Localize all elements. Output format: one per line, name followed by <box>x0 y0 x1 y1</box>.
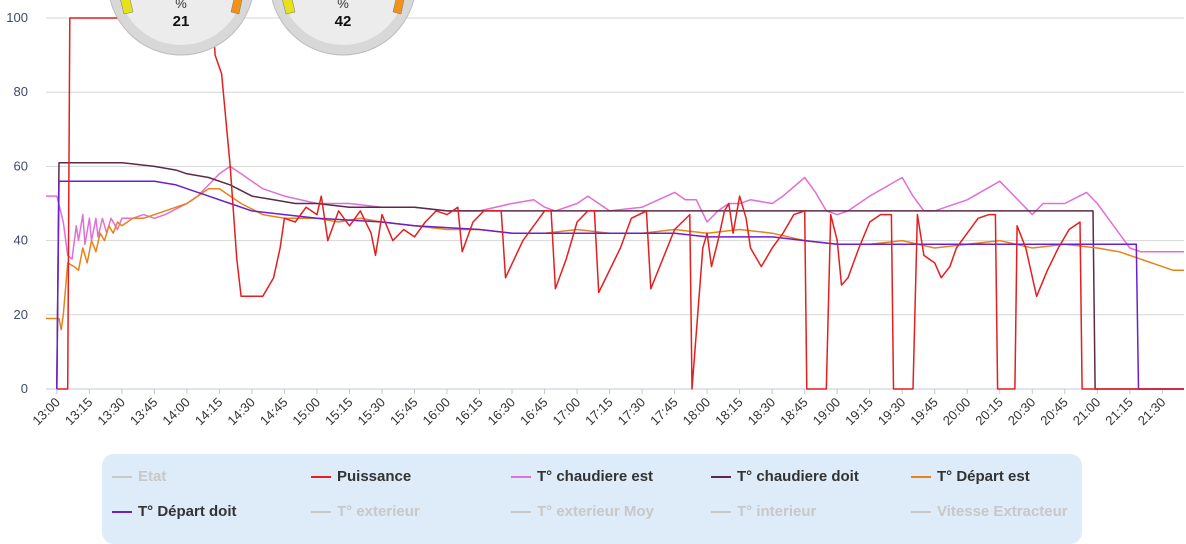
x-tick-label: 17:45 <box>647 395 681 429</box>
legend-swatch <box>112 475 132 478</box>
x-tick-label: 20:45 <box>1037 395 1071 429</box>
series-line-t-d-part-est <box>46 187 1184 331</box>
x-axis: 13:0013:1513:3013:4514:0014:1514:3014:45… <box>29 389 1168 428</box>
legend-label: T° Départ doit <box>138 503 237 520</box>
x-tick-label: 18:00 <box>680 395 714 429</box>
gauge-1-unit: % <box>175 0 187 11</box>
x-tick-label: 15:30 <box>354 395 388 429</box>
legend-swatch <box>711 475 731 478</box>
x-tick-label: 18:45 <box>777 395 811 429</box>
gauge-2-value: 42 <box>335 13 352 30</box>
x-tick-label: 13:00 <box>29 395 63 429</box>
x-tick-label: 13:45 <box>127 395 161 429</box>
x-tick-label: 16:30 <box>485 395 519 429</box>
x-tick-label: 20:15 <box>972 395 1006 429</box>
x-tick-label: 17:00 <box>550 395 584 429</box>
legend-swatch <box>511 510 531 513</box>
y-tick-label: 60 <box>14 158 28 173</box>
x-tick-label: 19:15 <box>842 395 876 429</box>
gauge-1-orange-band <box>230 0 243 15</box>
legend-item-chaudiere-doit[interactable]: T° chaudiere doit <box>711 468 859 485</box>
x-tick-label: 15:15 <box>322 395 356 429</box>
legend-label: Vitesse Extracteur <box>937 503 1068 520</box>
x-tick-label: 21:30 <box>1135 395 1169 429</box>
gauge-2-orange-band <box>392 0 405 15</box>
y-tick-label: 100 <box>6 10 28 25</box>
x-tick-label: 16:45 <box>517 395 551 429</box>
gauge-2-face <box>282 0 404 45</box>
x-tick-label: 16:15 <box>452 395 486 429</box>
legend-label: T° chaudiere doit <box>737 468 859 485</box>
x-tick-label: 21:00 <box>1070 395 1104 429</box>
x-tick-label: 20:00 <box>940 395 974 429</box>
legend-swatch <box>711 510 731 513</box>
legend-swatch <box>311 510 331 513</box>
x-tick-label: 20:30 <box>1005 395 1039 429</box>
y-tick-label: 40 <box>14 233 28 248</box>
x-tick-label: 17:15 <box>582 395 616 429</box>
x-tick-label: 16:00 <box>420 395 454 429</box>
legend-item-vitesse-extracteur[interactable]: Vitesse Extracteur <box>911 503 1068 520</box>
gauge-2-unit: % <box>337 0 349 11</box>
legend-item-interieur[interactable]: T° interieur <box>711 503 816 520</box>
gauge-1-yellow-band <box>120 0 134 15</box>
gauges: % 21 % 42 <box>109 0 415 56</box>
legend-item-depart-doit[interactable]: T° Départ doit <box>112 503 237 520</box>
legend-item-exterieur[interactable]: T° exterieur <box>311 503 420 520</box>
x-tick-label: 19:00 <box>810 395 844 429</box>
y-tick-label: 80 <box>14 84 28 99</box>
legend-swatch <box>511 475 531 478</box>
grid-lines <box>46 17 1184 390</box>
x-tick-label: 18:30 <box>745 395 779 429</box>
legend-swatch <box>112 510 132 513</box>
x-tick-label: 17:30 <box>615 395 649 429</box>
legend-item-depart-est[interactable]: T° Départ est <box>911 468 1030 485</box>
legend-item-puissance[interactable]: Puissance <box>311 468 411 485</box>
legend-swatch <box>311 475 331 478</box>
legend-label: T° Départ est <box>937 468 1030 485</box>
legend-item-exterieur-moy[interactable]: T° exterieur Moy <box>511 503 654 520</box>
gauge-2-yellow-band <box>282 0 296 15</box>
y-axis: 0 20 40 60 80 100 <box>6 10 28 396</box>
gauge-1: % 21 <box>109 0 253 56</box>
x-tick-label: 14:00 <box>159 395 193 429</box>
x-tick-label: 19:45 <box>907 395 941 429</box>
x-tick-label: 19:30 <box>875 395 909 429</box>
legend-item-chaudiere-est[interactable]: T° chaudiere est <box>511 468 653 485</box>
x-tick-label: 18:15 <box>712 395 746 429</box>
legend-label: T° chaudiere est <box>537 468 654 485</box>
gauge-2: % 42 <box>271 0 415 56</box>
y-tick-label: 0 <box>21 381 28 396</box>
legend-label: Puissance <box>337 468 412 485</box>
series-line-puissance <box>56 17 1184 390</box>
x-tick-label: 21:15 <box>1102 395 1136 429</box>
y-tick-label: 20 <box>14 307 28 322</box>
legend-label: T° exterieur <box>337 503 420 520</box>
legend-swatch <box>911 475 931 478</box>
x-tick-label: 13:30 <box>94 395 128 429</box>
series-line-t-d-part-doit <box>56 180 1184 390</box>
legend-label: Etat <box>138 468 167 485</box>
legend: Etat Puissance T° chaudiere est T° chaud… <box>102 454 1082 544</box>
legend-label: T° interieur <box>737 503 817 520</box>
x-tick-label: 14:30 <box>224 395 258 429</box>
gauge-1-value: 21 <box>173 13 190 30</box>
x-tick-label: 14:15 <box>192 395 226 429</box>
x-tick-label: 14:45 <box>257 395 291 429</box>
x-tick-label: 13:15 <box>62 395 96 429</box>
gauge-1-face <box>120 0 242 45</box>
series-lines <box>46 17 1184 390</box>
legend-label: T° exterieur Moy <box>537 503 654 520</box>
x-tick-label: 15:00 <box>289 395 323 429</box>
legend-item-etat[interactable]: Etat <box>112 468 166 485</box>
x-tick-label: 15:45 <box>387 395 421 429</box>
series-line-t-chaudiere-doit <box>56 161 1184 390</box>
legend-swatch <box>911 510 931 513</box>
